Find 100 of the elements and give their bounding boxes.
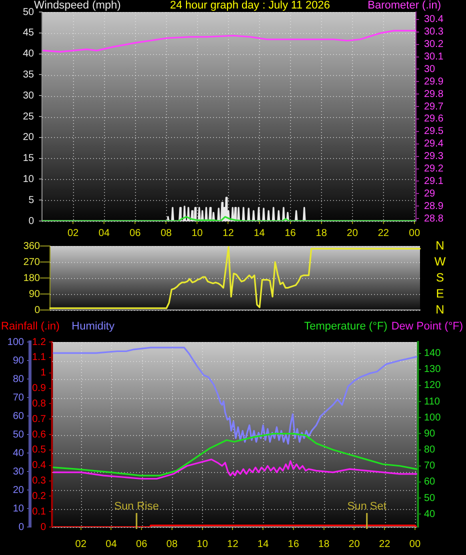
y3-tick-label: 0.6 <box>32 429 46 440</box>
y2-tick-label: 40 <box>424 508 436 520</box>
y2-tick-label: 70 <box>424 460 436 472</box>
x-tick-label: 10 <box>192 228 204 239</box>
x-tick-label: 02 <box>67 228 80 239</box>
y2-tick-label: 29.4 <box>424 138 444 150</box>
y2-tick-label: 30.3 <box>424 26 444 38</box>
y2-tick-label: 29.5 <box>424 126 444 138</box>
y3-tick-label: 1.2 <box>32 336 46 348</box>
y-tick-label: 20 <box>22 132 34 144</box>
y-tick-label: 20 <box>12 484 24 496</box>
y2-tick-label: 50 <box>424 492 436 504</box>
text: Rainfall (.in) <box>1 320 60 333</box>
y2-tick-label: 29.9 <box>424 76 444 88</box>
x-tick-label: 02 <box>75 538 87 550</box>
x-tick-label: 18 <box>318 538 330 550</box>
x-tick-label: 16 <box>288 538 300 550</box>
text: W <box>434 254 446 268</box>
y2-tick-label: 30.1 <box>424 52 444 63</box>
y3-tick-label: 0.9 <box>32 383 46 394</box>
x-tick-label: 16 <box>284 228 296 239</box>
x-tick-label: 20 <box>346 228 358 239</box>
y-tick-label: 40 <box>12 448 24 459</box>
y-tick-label: 270 <box>23 256 40 268</box>
y2-tick-label: 29.1 <box>424 176 444 187</box>
y3-tick-label: 0.5 <box>32 444 46 456</box>
y2-tick-label: 30.2 <box>424 39 444 50</box>
x-tick-label: 08 <box>160 228 172 239</box>
y2-axis-title: Barometer (.in) <box>368 0 441 12</box>
y-tick-label: 50 <box>22 6 34 18</box>
x-tick-label: 12 <box>222 228 234 239</box>
y-tick-label: 0 <box>28 216 34 227</box>
x-tick-label: 18 <box>316 228 328 239</box>
y2-tick-label: 120 <box>424 380 442 392</box>
x-tick-label: 22 <box>379 538 391 550</box>
y-axis-title: Windspeed (mph) <box>34 0 121 12</box>
chart-title: 24 hour graph day : July 11 2026 <box>170 0 330 12</box>
y-tick-label: 180 <box>23 272 40 284</box>
text: Dew Point (°F) <box>391 320 463 333</box>
y2-tick-label: 29.8 <box>424 88 444 100</box>
y-tick-label: 15 <box>22 153 34 164</box>
y2-tick-label: 29.6 <box>424 114 444 125</box>
y2-tick-label: 110 <box>424 396 440 408</box>
x-tick-label: 04 <box>98 228 110 239</box>
y2-tick-label: 28.9 <box>424 200 444 212</box>
text: E <box>436 286 444 300</box>
y2-tick-label: 29 <box>424 188 436 200</box>
y-tick-label: 10 <box>12 503 24 514</box>
x-tick-label: 12 <box>227 538 239 550</box>
y2-tick-label: 80 <box>424 444 436 456</box>
y2-tick-label: 60 <box>424 476 436 488</box>
y-tick-label: 35 <box>22 69 34 80</box>
y3-tick-label: 1.1 <box>32 352 46 364</box>
x-tick-label: 00 <box>409 538 421 550</box>
y-tick-label: 90 <box>12 355 24 366</box>
y2-tick-label: 30.4 <box>424 14 444 26</box>
y-tick-label: 40 <box>22 48 34 60</box>
text: N <box>436 302 444 316</box>
y3-tick-label: 0.3 <box>32 476 46 486</box>
y-tick-label: 45 <box>22 28 34 39</box>
y-tick-label: 5 <box>28 194 34 206</box>
y-tick-label: 60 <box>12 410 24 422</box>
text: N <box>436 238 444 252</box>
y-tick-label: 80 <box>12 374 24 385</box>
y-tick-label: 100 <box>7 336 24 348</box>
x-tick-label: 22 <box>378 228 390 239</box>
x-tick-label: 08 <box>166 538 178 550</box>
x-tick-label: 20 <box>348 538 360 550</box>
y-tick-label: 70 <box>12 392 24 404</box>
y-tick-label: 30 <box>22 90 34 102</box>
y2-tick-label: 90 <box>424 428 436 440</box>
y-tick-label: 50 <box>12 429 24 440</box>
y-tick-label: 0 <box>18 522 24 533</box>
x-tick-label: 00 <box>408 228 420 239</box>
y2-tick-label: 29.2 <box>424 164 444 174</box>
y-tick-label: 10 <box>22 174 34 185</box>
x-tick-label: 06 <box>130 228 142 239</box>
ref-line-label: Sun Rise <box>114 500 159 513</box>
x-tick-label: 10 <box>196 538 208 550</box>
y-tick-label: 360 <box>23 240 40 252</box>
y-tick-label: 30 <box>12 466 24 478</box>
y3-tick-label: 0.4 <box>32 460 46 472</box>
y2-tick-label: 29.3 <box>424 151 444 162</box>
y3-tick-label: 0.1 <box>32 506 46 518</box>
y-tick-label: 90 <box>28 288 40 300</box>
y2-tick-label: 140 <box>424 348 442 360</box>
ref-line-label: Sun Set <box>347 500 386 513</box>
x-tick-label: 14 <box>258 538 270 550</box>
x-tick-label: 06 <box>136 538 148 550</box>
y3-tick-label: 1 <box>40 368 46 379</box>
y-tick-label: 0 <box>34 304 40 316</box>
y3-tick-label: 0.7 <box>32 414 46 425</box>
y-tick-label: 25 <box>22 111 34 122</box>
series-label: Humidity <box>72 320 115 333</box>
y2-tick-label: 100 <box>424 412 442 424</box>
text: Temperature (°F) <box>304 320 388 333</box>
y2-tick-label: 30 <box>424 64 436 75</box>
y2-tick-label: 29.7 <box>424 101 444 112</box>
y3-tick-label: 0.8 <box>32 398 46 410</box>
x-tick-label: 14 <box>254 228 266 239</box>
